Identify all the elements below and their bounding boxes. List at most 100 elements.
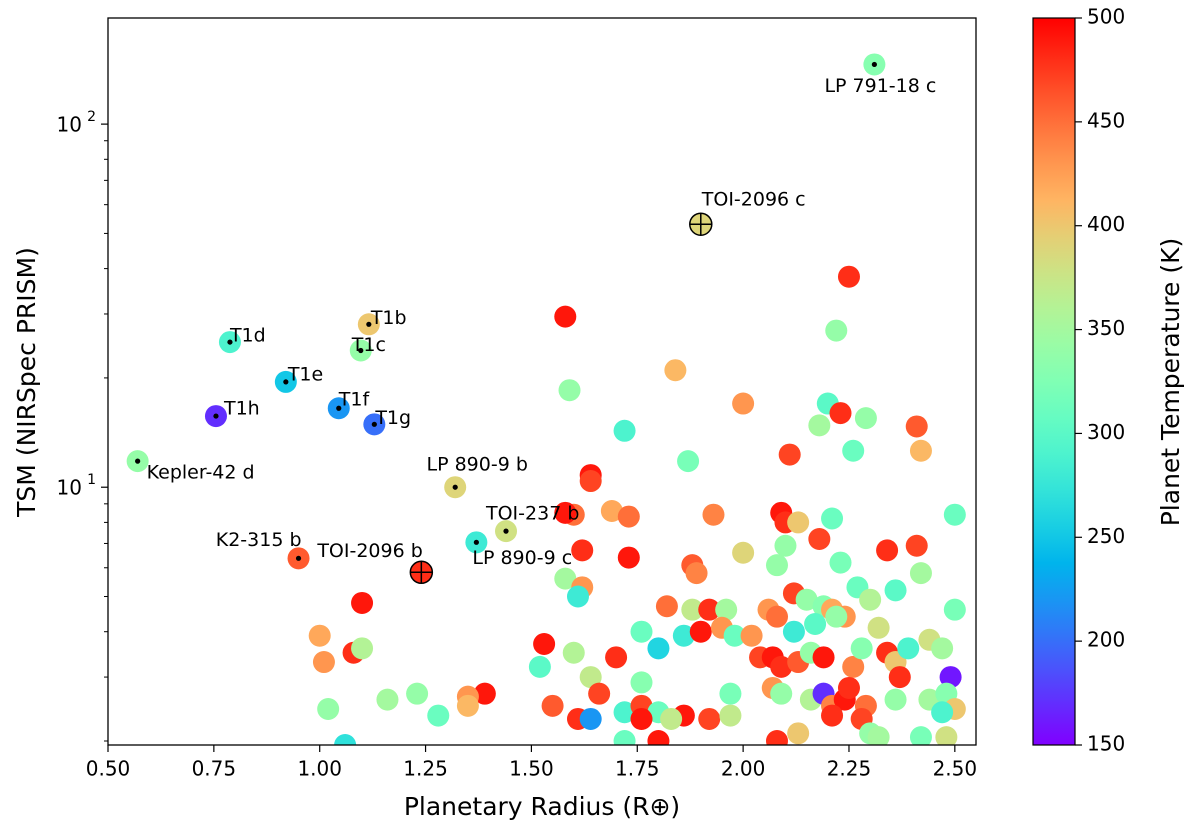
point [782, 620, 805, 643]
point-label: T1c [351, 334, 386, 356]
center-dot [336, 405, 342, 411]
point-label: T1f [338, 389, 371, 411]
point [825, 319, 848, 342]
point [630, 620, 653, 643]
x-tick-label: 1.75 [615, 757, 660, 781]
point [829, 402, 852, 425]
point-label: T1e [287, 363, 323, 385]
colorbar-tick-label: 500 [1087, 5, 1125, 29]
point [571, 539, 594, 562]
colorbar [1032, 17, 1076, 746]
point [842, 439, 865, 462]
colorbar-tick-label: 200 [1087, 628, 1125, 652]
point [647, 730, 670, 745]
point [558, 379, 581, 402]
center-dot [283, 379, 289, 385]
point [719, 704, 742, 727]
point [905, 415, 928, 438]
point [334, 734, 357, 745]
y-axis-label: TSM (NIRSpec PRISM) [12, 247, 41, 518]
x-axis-label: Planetary Radius (R⊕) [404, 792, 680, 821]
x-tick-label: 1.50 [509, 757, 554, 781]
colorbar-tick-label: 400 [1087, 212, 1125, 236]
point [787, 511, 810, 534]
point [821, 507, 844, 530]
point [672, 624, 695, 647]
point [600, 499, 623, 522]
point [774, 534, 797, 557]
point [778, 443, 801, 466]
point [473, 682, 496, 705]
y-tick-label: 10 [57, 113, 82, 137]
point [698, 598, 721, 621]
point [613, 419, 636, 442]
point [905, 534, 928, 557]
point-label: K2-315 b [216, 529, 302, 551]
point [317, 698, 340, 721]
point [939, 666, 962, 689]
point [842, 655, 865, 678]
point [681, 598, 704, 621]
point [787, 722, 810, 745]
point [579, 470, 602, 493]
point [850, 637, 873, 660]
point [765, 605, 788, 628]
point [351, 591, 374, 614]
point-label: TOI-237 b [485, 503, 579, 525]
point [698, 707, 721, 730]
point [660, 707, 683, 730]
colorbar-tick-label: 150 [1087, 732, 1125, 756]
point [867, 726, 890, 745]
point [617, 505, 640, 528]
point [804, 613, 827, 636]
point [740, 624, 763, 647]
point [854, 407, 877, 430]
point [884, 579, 907, 602]
point [554, 567, 577, 590]
point [884, 688, 907, 711]
point [808, 414, 831, 437]
point [723, 624, 746, 647]
x-tick-label: 2.50 [933, 757, 978, 781]
point [859, 588, 882, 611]
point [812, 646, 835, 669]
center-dot [473, 539, 479, 545]
point [719, 682, 742, 705]
point [308, 624, 331, 647]
point [795, 588, 818, 611]
point-label: LP 791-18 c [824, 75, 936, 97]
point [685, 562, 708, 585]
y-tick-exponent: 1 [87, 472, 96, 488]
point [533, 632, 556, 655]
point [554, 501, 577, 524]
point-label: LP 890-9 c [472, 547, 572, 569]
y-tick-label: 10 [57, 476, 82, 500]
point [808, 528, 831, 551]
point [943, 598, 966, 621]
x-tick-label: 0.75 [192, 757, 237, 781]
center-dot [213, 413, 219, 419]
point [630, 707, 653, 730]
point [630, 671, 653, 694]
colorbar-tick-label: 450 [1087, 108, 1125, 132]
point [562, 641, 585, 664]
point [897, 637, 920, 660]
center-dot [295, 555, 302, 561]
center-dot [503, 528, 509, 534]
point [931, 637, 954, 660]
x-tick-label: 0.50 [86, 757, 131, 781]
x-tick-label: 1.25 [403, 757, 448, 781]
point [829, 551, 852, 574]
point-label: T1b [370, 307, 407, 329]
point [376, 688, 399, 711]
point [909, 439, 932, 462]
point [677, 450, 700, 473]
point [312, 651, 335, 674]
point [931, 701, 954, 724]
point [702, 503, 725, 526]
x-tick-label: 2.00 [721, 757, 766, 781]
center-dot [871, 61, 877, 68]
point [579, 707, 602, 730]
colorbar-tick-label: 300 [1087, 420, 1125, 444]
